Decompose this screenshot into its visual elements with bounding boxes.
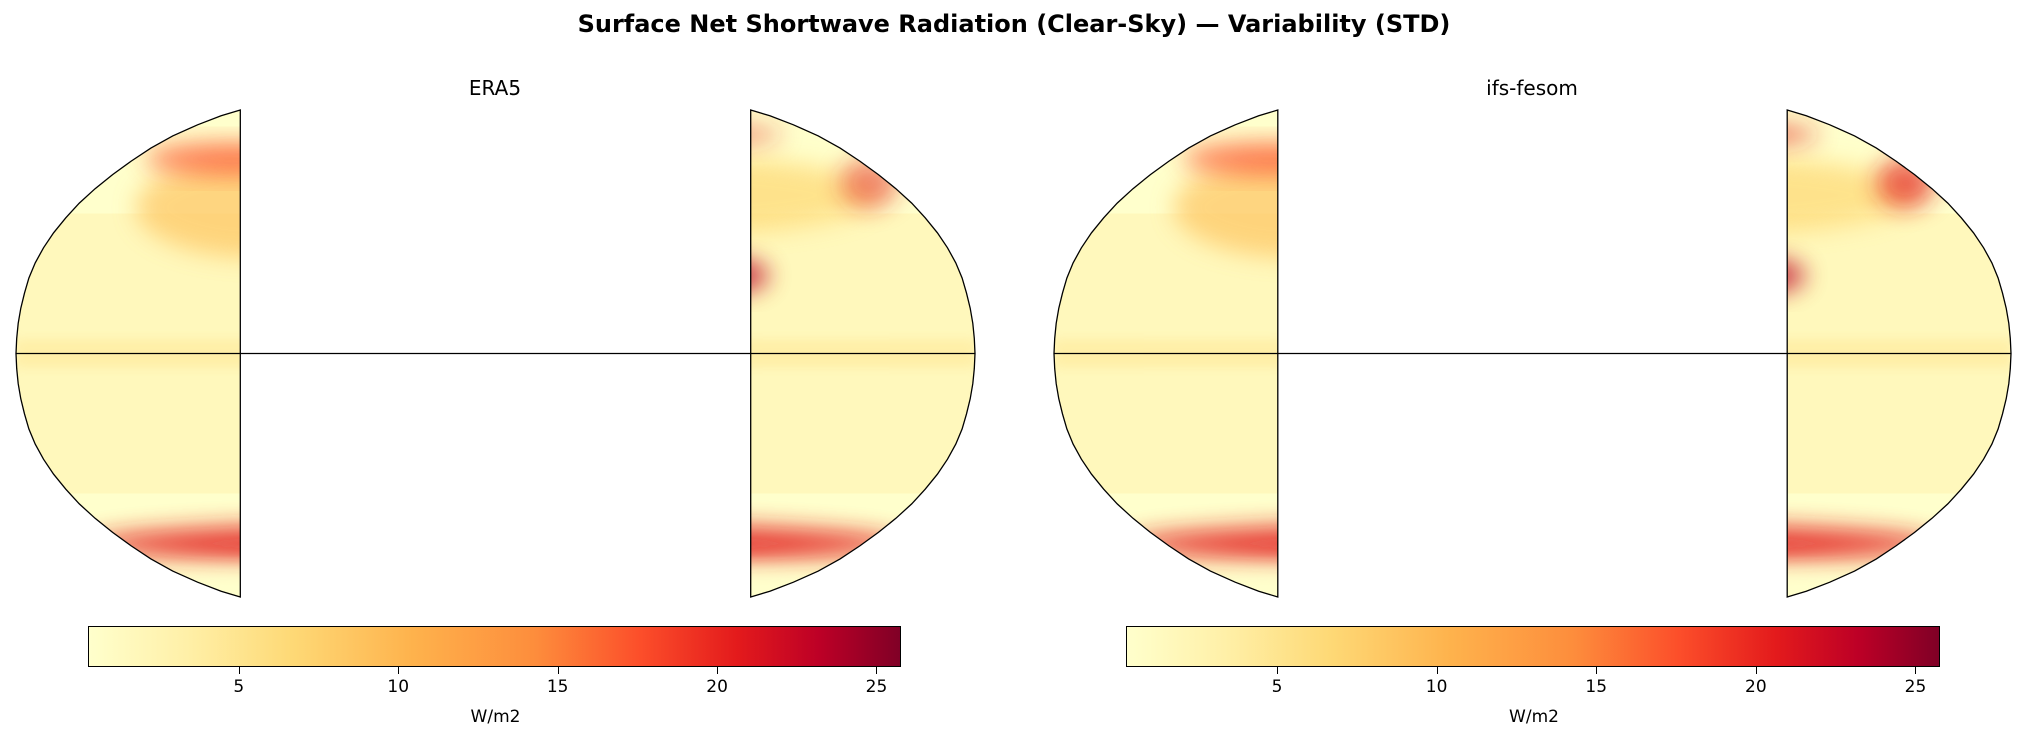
variability-region bbox=[1173, 157, 1413, 258]
colorbar-era5: 5 10 15 20 25 W/m2 bbox=[88, 626, 901, 727]
colorbar-tick-label: 15 bbox=[546, 677, 569, 697]
variability-region bbox=[135, 157, 376, 258]
figure-title: Surface Net Shortwave Radiation (Clear-S… bbox=[577, 10, 1451, 38]
variability-region bbox=[672, 257, 769, 294]
colorbar-tick-label: 5 bbox=[233, 677, 245, 697]
colorbar-tick-label: 25 bbox=[865, 677, 888, 697]
colorbar-tick bbox=[557, 667, 559, 674]
map-boundary bbox=[1053, 109, 2012, 598]
variability-region bbox=[1183, 142, 1356, 175]
colorbar-tick bbox=[1755, 667, 1757, 674]
colorbar-tick-label: 20 bbox=[1745, 677, 1767, 697]
colorbar-tick-label: 20 bbox=[706, 677, 728, 697]
variability-region bbox=[1436, 120, 1820, 149]
variability-region bbox=[399, 120, 784, 149]
panel-title-ifs-fesom: ifs-fesom bbox=[1486, 76, 1578, 100]
colorbar-tick-label: 15 bbox=[1585, 677, 1608, 697]
colorbar-tick bbox=[1596, 667, 1598, 674]
panel-title-era5: ERA5 bbox=[468, 76, 522, 100]
colorbar-tick bbox=[1277, 667, 1279, 674]
colorbar-tick bbox=[238, 667, 240, 674]
variability-region bbox=[1342, 376, 1359, 477]
colorbar-ifs-fesom: 5 10 15 20 25 W/m2 bbox=[1126, 626, 1940, 727]
variability-region bbox=[447, 155, 880, 236]
map-ifs-fesom bbox=[1054, 110, 2011, 597]
colorbar-tick-label: 5 bbox=[1271, 677, 1283, 697]
colorbar-tick-label: 10 bbox=[1425, 677, 1448, 697]
colorbar-tick bbox=[398, 667, 400, 674]
colorbar-tick bbox=[876, 667, 878, 674]
variability-region bbox=[1350, 520, 1619, 557]
variability-region bbox=[1197, 570, 1868, 597]
colorbar-tick bbox=[1436, 667, 1438, 674]
colorbar-label: W/m2 bbox=[470, 707, 521, 727]
colorbar-tick-label: 10 bbox=[387, 677, 410, 697]
colorbar-tick bbox=[717, 667, 719, 674]
colorbar-label: W/m2 bbox=[1509, 707, 1559, 727]
map-boundary bbox=[15, 109, 976, 598]
variability-region bbox=[159, 570, 832, 597]
variability-region bbox=[313, 520, 582, 557]
colorbar-tick bbox=[1915, 667, 1917, 674]
variability-region bbox=[87, 521, 904, 566]
variability-region bbox=[1484, 155, 1916, 236]
variability-region bbox=[1709, 257, 1806, 294]
variability-region bbox=[1125, 521, 1940, 566]
variability-region bbox=[145, 142, 319, 175]
variability-region bbox=[342, 138, 458, 189]
variability-region bbox=[1379, 138, 1495, 189]
map-era5 bbox=[16, 110, 975, 597]
variability-region bbox=[305, 376, 322, 477]
colorbar-tick-label: 25 bbox=[1904, 677, 1927, 697]
